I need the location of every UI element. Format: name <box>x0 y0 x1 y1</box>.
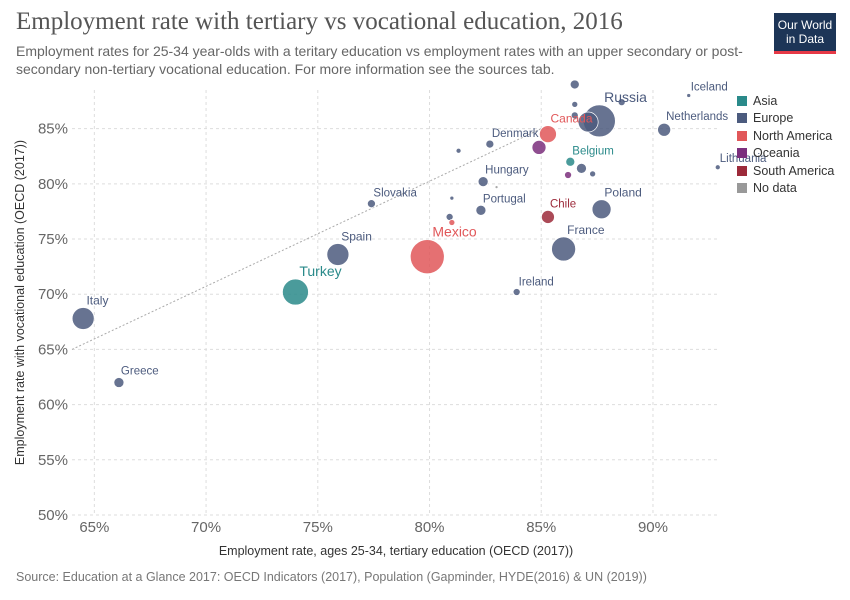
x-tick-label: 65% <box>79 519 109 536</box>
data-point <box>409 239 445 275</box>
point-label: Italy <box>86 294 108 308</box>
data-point <box>475 204 487 216</box>
legend-swatch <box>737 148 747 159</box>
data-point <box>565 156 576 167</box>
owid-logo[interactable]: Our World in Data <box>774 13 836 54</box>
y-tick-label: 85% <box>38 121 68 138</box>
legend-swatch <box>737 183 747 194</box>
source-note: Source: Education at a Glance 2017: OECD… <box>16 570 647 584</box>
point-label: Lithuania <box>720 153 767 165</box>
legend: Asia Europe North America Oceania South Amer… <box>737 92 834 197</box>
legend-item[interactable]: South America <box>737 162 834 180</box>
x-tick-label: 85% <box>526 519 556 536</box>
point-label: Turkey <box>299 263 341 279</box>
data-point <box>576 163 587 174</box>
legend-swatch <box>737 95 747 106</box>
data-point <box>113 377 125 388</box>
data-point <box>531 140 547 155</box>
data-point <box>485 139 495 149</box>
legend-label: Europe <box>753 111 794 126</box>
x-tick-label: 70% <box>191 519 221 536</box>
point-label: Hungary <box>485 165 529 177</box>
point-label: Belgium <box>572 145 614 157</box>
data-point <box>282 278 309 306</box>
reference-line <box>71 128 542 350</box>
data-point <box>564 171 572 179</box>
data-point <box>541 210 555 224</box>
legend-swatch <box>737 113 747 124</box>
y-tick-label: 50% <box>38 507 68 524</box>
legend-item[interactable]: Europe <box>737 110 834 128</box>
legend-item[interactable]: Oceania <box>737 145 834 163</box>
legend-label: No data <box>753 181 797 196</box>
logo-line-1: Our World <box>777 18 833 32</box>
data-point <box>570 111 579 120</box>
data-point <box>477 176 489 187</box>
data-point <box>571 101 579 108</box>
legend-label: North America <box>753 128 833 143</box>
point-label: Greece <box>121 366 159 378</box>
data-point <box>589 170 596 178</box>
point-label: Slovakia <box>373 188 417 200</box>
y-tick-label: 80% <box>38 176 68 193</box>
data-point <box>512 288 521 296</box>
data-point <box>551 236 576 262</box>
x-axis-title: Employment rate, ages 25-34, tertiary ed… <box>219 544 573 558</box>
x-tick-label: 75% <box>303 519 333 536</box>
data-point <box>714 164 721 171</box>
y-tick-label: 65% <box>38 341 68 358</box>
data-point <box>569 79 580 90</box>
data-point <box>617 98 626 106</box>
point-label: Denmark <box>492 128 539 140</box>
legend-item[interactable]: Asia <box>737 92 834 110</box>
legend-label: Asia <box>753 93 778 108</box>
y-axis-title: Employment rate with vocational educatio… <box>13 140 27 465</box>
chart-subtitle: Employment rates for 25-34 year-olds wit… <box>16 43 743 77</box>
chart-title: Employment rate with tertiary vs vocatio… <box>16 8 623 35</box>
legend-item[interactable]: North America <box>737 127 834 145</box>
data-point <box>657 122 671 137</box>
logo-line-2: in Data <box>785 32 825 46</box>
point-label: Canada <box>550 112 592 126</box>
point-label: Poland <box>604 186 641 200</box>
legend-swatch <box>737 130 747 141</box>
data-point <box>494 185 499 189</box>
point-label: France <box>567 223 605 237</box>
point-label: Chile <box>550 198 576 210</box>
data-point <box>448 219 456 226</box>
data-point <box>591 199 612 220</box>
point-label: Ireland <box>519 277 554 289</box>
point-label: Russia <box>604 89 647 105</box>
data-point <box>455 147 462 154</box>
legend-item[interactable]: No data <box>737 180 834 198</box>
data-point <box>449 195 455 201</box>
data-point <box>577 111 599 133</box>
data-point <box>686 93 692 98</box>
point-label: Netherlands <box>666 111 728 123</box>
data-point <box>367 199 376 209</box>
point-label: Mexico <box>432 224 477 240</box>
x-tick-label: 90% <box>638 519 668 536</box>
point-label: Iceland <box>691 82 728 94</box>
legend-label: Oceania <box>753 146 800 161</box>
y-tick-label: 70% <box>38 286 68 303</box>
data-point <box>326 243 350 266</box>
x-tick-label: 80% <box>415 519 445 536</box>
legend-swatch <box>737 165 747 176</box>
y-tick-label: 75% <box>38 231 68 248</box>
y-tick-label: 60% <box>38 397 68 414</box>
point-label: Spain <box>341 229 372 243</box>
y-tick-label: 55% <box>38 452 68 469</box>
data-point <box>539 125 557 144</box>
data-point <box>71 307 95 330</box>
legend-label: South America <box>753 163 835 178</box>
point-label: Portugal <box>483 193 526 205</box>
